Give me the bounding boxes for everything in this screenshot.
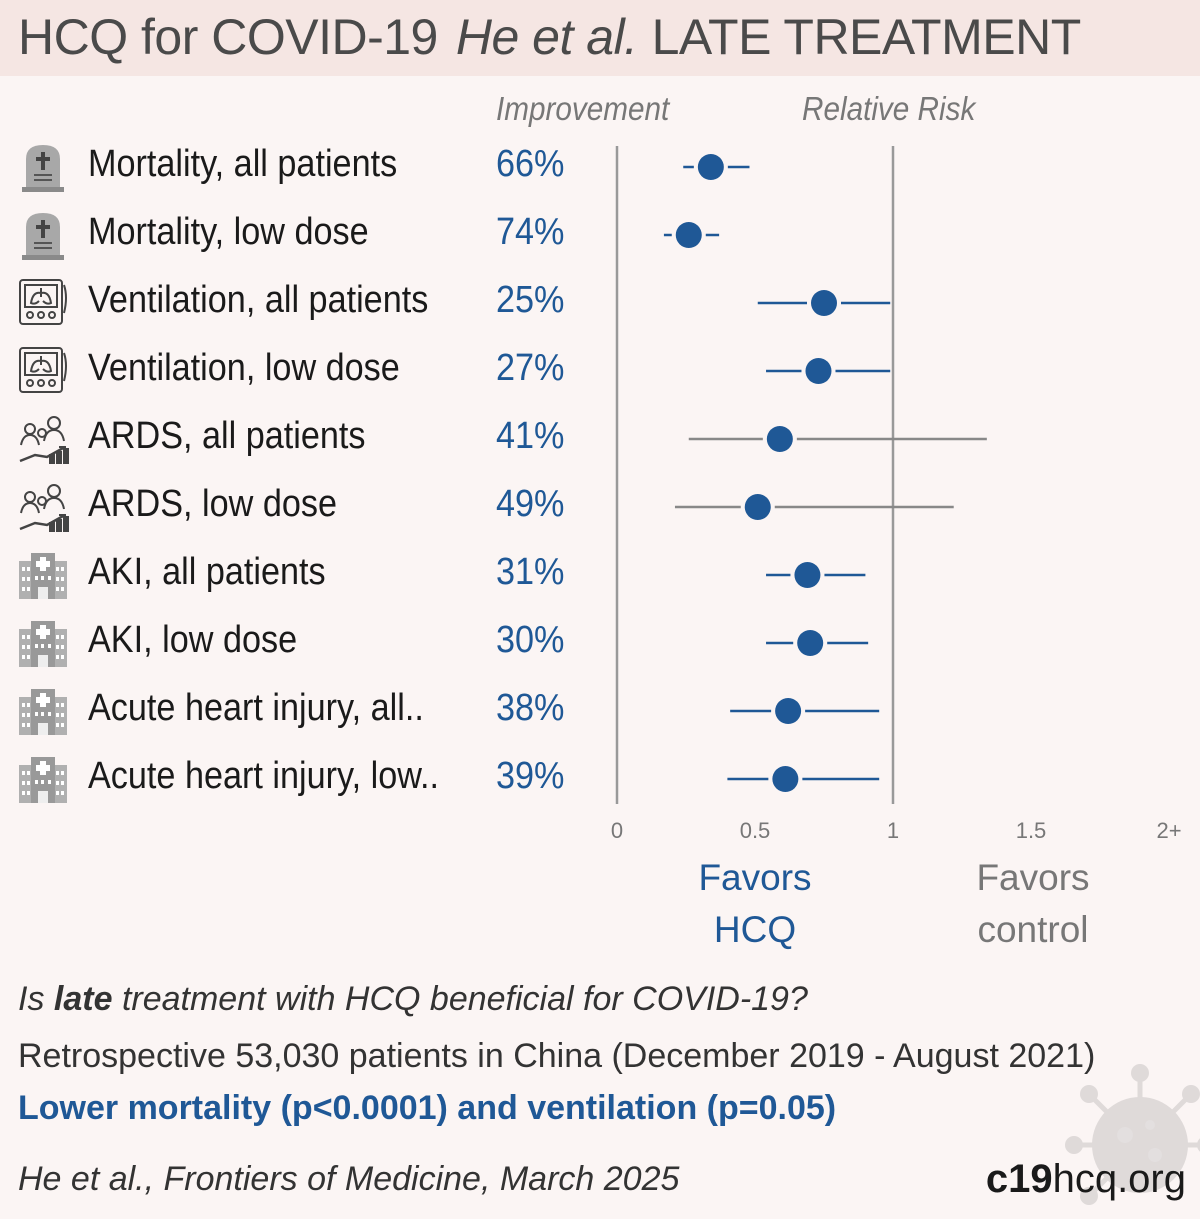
favors-control-line1: Favors [976,857,1090,898]
site-logo-rest: hcq.org [1052,1157,1186,1201]
effect-point [775,698,802,724]
row-improvement: 27% [496,347,565,389]
hospital-icon [17,685,69,737]
row-label: AKI, low dose [88,619,298,661]
x-tick-label: 0 [611,818,623,843]
row-label: ARDS, all patients [88,415,366,457]
virus-icon [1065,1064,1200,1205]
favors-control-line2: control [977,909,1089,950]
row-improvement: 41% [496,415,565,457]
hospital-icon [17,617,69,669]
title-drug: HCQ for COVID-19 [18,9,438,65]
favors-hcq-line2: HCQ [713,909,797,950]
x-tick-label: 2+ [1156,818,1181,843]
study-result: Lower mortality (p<0.0001) and ventilati… [18,1089,837,1127]
site-logo: c19hcq.org [986,1157,1186,1202]
effect-point [697,154,724,180]
question-suffix: treatment with HCQ beneficial for COVID-… [112,980,808,1018]
tombstone-icon [17,141,69,193]
site-logo-bold: c19 [985,1157,1053,1201]
effect-point [805,358,832,384]
improvement-column-header: Improvement [496,90,670,127]
x-tick-label: 1.5 [1016,818,1047,843]
effect-point [744,494,771,520]
patients-icon [17,413,69,465]
row-label: Ventilation, all patients [88,279,429,321]
effect-point [797,630,824,656]
favors-control-label: Favors control [933,852,1133,956]
effect-point [794,562,821,588]
hospital-icon [17,753,69,805]
row-label: Mortality, all patients [88,143,398,185]
question-prefix: Is [18,980,54,1018]
relative-risk-column-header: Relative Risk [802,90,976,127]
patients-icon [17,481,69,533]
hospital-icon [17,549,69,601]
ventilator-icon [17,277,69,329]
row-label: Acute heart injury, low.. [88,755,440,797]
row-improvement: 25% [496,279,565,321]
x-tick-label: 0.5 [740,818,771,843]
effect-point [766,426,793,452]
effect-point [772,766,799,792]
row-label: Ventilation, low dose [88,347,400,389]
favors-hcq-label: Favors HCQ [655,852,855,956]
tombstone-icon [17,209,69,261]
study-design: Retrospective 53,030 patients in China (… [18,1037,1096,1075]
study-question: Is late treatment with HCQ beneficial fo… [18,980,808,1019]
effect-point [811,290,837,316]
citation: He et al., Frontiers of Medicine, March … [18,1160,680,1198]
title-stage: LATE TREATMENT [651,9,1082,65]
row-label: AKI, all patients [88,551,326,593]
forest-plot: 0 0.5 1 1.5 2+ [611,146,1182,843]
title-bar: HCQ for COVID-19 He et al. LATE TREATMENT [0,0,1200,76]
title-authors: He et al. [455,9,638,65]
effect-point [675,222,702,248]
row-label: Acute heart injury, all.. [88,687,424,729]
row-improvement: 66% [496,143,565,185]
row-improvement: 38% [496,687,565,729]
row-improvement: 49% [496,483,565,525]
ventilator-icon [17,345,69,397]
row-label: ARDS, low dose [88,483,338,525]
question-emphasis: late [53,980,113,1018]
x-tick-label: 1 [887,818,899,843]
row-improvement: 31% [496,551,565,593]
row-improvement: 39% [496,755,565,797]
row-label: Mortality, low dose [88,211,369,253]
row-improvement: 74% [496,211,565,253]
favors-hcq-line1: Favors [698,857,812,898]
page-title: HCQ for COVID-19 He et al. LATE TREATMENT [18,8,1081,66]
row-improvement: 30% [496,619,565,661]
